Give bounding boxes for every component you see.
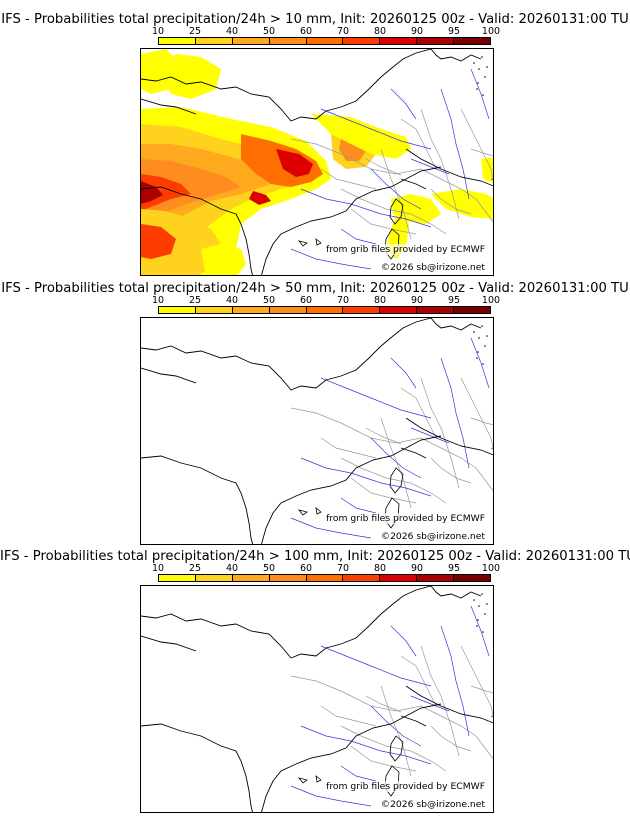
map-canvas <box>141 318 493 544</box>
colorbar-segment <box>417 575 455 581</box>
map-canvas <box>141 586 493 812</box>
colorbar-tick: 70 <box>336 295 350 306</box>
panel-10mm: IFS - Probabilities total precipitation/… <box>0 12 630 282</box>
colorbar: 10 25 40 50 60 70 80 90 95 100 <box>152 26 500 51</box>
colorbar-scale <box>158 306 491 314</box>
colorbar-tick: 95 <box>447 295 461 306</box>
colorbar-tick: 80 <box>373 26 387 37</box>
colorbar-segment <box>269 307 307 313</box>
colorbar-segment <box>306 575 344 581</box>
colorbar-segment <box>306 38 344 44</box>
colorbar: 10 25 40 50 60 70 80 90 95 100 <box>152 295 500 320</box>
colorbar-tick: 90 <box>410 563 424 574</box>
colorbar-tick: 50 <box>262 563 276 574</box>
colorbar-segment <box>380 307 418 313</box>
colorbar-tick: 25 <box>188 295 202 306</box>
map-frame: from grib files provided by ECMWF ©2026 … <box>140 585 494 813</box>
source-credit: from grib files provided by ECMWF <box>324 781 487 792</box>
colorbar-scale <box>158 37 491 45</box>
colorbar-segment <box>159 38 196 44</box>
colorbar-segment <box>454 307 491 313</box>
colorbar-segment <box>232 575 270 581</box>
colorbar-segment <box>380 575 418 581</box>
colorbar-tick: 100 <box>481 563 501 574</box>
colorbar-tick: 100 <box>481 26 501 37</box>
colorbar-tick: 40 <box>225 26 239 37</box>
colorbar-scale <box>158 574 491 582</box>
colorbar-segment <box>269 575 307 581</box>
colorbar-tick: 25 <box>188 26 202 37</box>
colorbar-tick: 70 <box>336 563 350 574</box>
colorbar-tick: 70 <box>336 26 350 37</box>
colorbar-tick: 10 <box>151 26 165 37</box>
colorbar-tick: 80 <box>373 563 387 574</box>
colorbar-segment <box>417 38 455 44</box>
panel-title: IFS - Probabilities total precipitation/… <box>1 12 629 27</box>
colorbar-segment <box>343 307 381 313</box>
colorbar-segment <box>159 307 196 313</box>
colorbar-tick: 95 <box>447 26 461 37</box>
colorbar-tick: 90 <box>410 295 424 306</box>
colorbar-segment <box>454 575 491 581</box>
colorbar-segment <box>306 307 344 313</box>
colorbar-tick: 10 <box>151 295 165 306</box>
map-frame: from grib files provided by ECMWF ©2026 … <box>140 317 494 545</box>
colorbar-tick: 60 <box>299 26 313 37</box>
colorbar-segment <box>343 38 381 44</box>
colorbar-tick: 100 <box>481 295 501 306</box>
panel-100mm: IFS - Probabilities total precipitation/… <box>0 549 630 819</box>
colorbar-segment <box>269 38 307 44</box>
colorbar-segment <box>343 575 381 581</box>
colorbar: 10 25 40 50 60 70 80 90 95 100 <box>152 563 500 588</box>
panel-title: IFS - Probabilities total precipitation/… <box>1 281 629 296</box>
colorbar-segment <box>159 575 196 581</box>
colorbar-segment <box>195 38 233 44</box>
colorbar-tick: 50 <box>262 295 276 306</box>
panel-title: IFS - Probabilities total precipitation/… <box>0 549 630 564</box>
colorbar-segment <box>232 307 270 313</box>
colorbar-segment <box>380 38 418 44</box>
colorbar-tick: 90 <box>410 26 424 37</box>
copyright-label: ©2026 sb@irizone.net <box>378 799 487 810</box>
colorbar-tick: 60 <box>299 295 313 306</box>
colorbar-tick: 25 <box>188 563 202 574</box>
map-canvas <box>141 49 493 275</box>
colorbar-segment <box>232 38 270 44</box>
colorbar-segment <box>195 575 233 581</box>
colorbar-segment <box>417 307 455 313</box>
colorbar-tick: 95 <box>447 563 461 574</box>
copyright-label: ©2026 sb@irizone.net <box>378 262 487 273</box>
colorbar-tick: 40 <box>225 295 239 306</box>
colorbar-tick: 60 <box>299 563 313 574</box>
colorbar-tick: 80 <box>373 295 387 306</box>
colorbar-tick: 40 <box>225 563 239 574</box>
colorbar-tick: 50 <box>262 26 276 37</box>
source-credit: from grib files provided by ECMWF <box>324 244 487 255</box>
copyright-label: ©2026 sb@irizone.net <box>378 531 487 542</box>
colorbar-segment <box>195 307 233 313</box>
map-frame: from grib files provided by ECMWF ©2026 … <box>140 48 494 276</box>
colorbar-segment <box>454 38 491 44</box>
colorbar-tick: 10 <box>151 563 165 574</box>
source-credit: from grib files provided by ECMWF <box>324 513 487 524</box>
panel-50mm: IFS - Probabilities total precipitation/… <box>0 281 630 551</box>
